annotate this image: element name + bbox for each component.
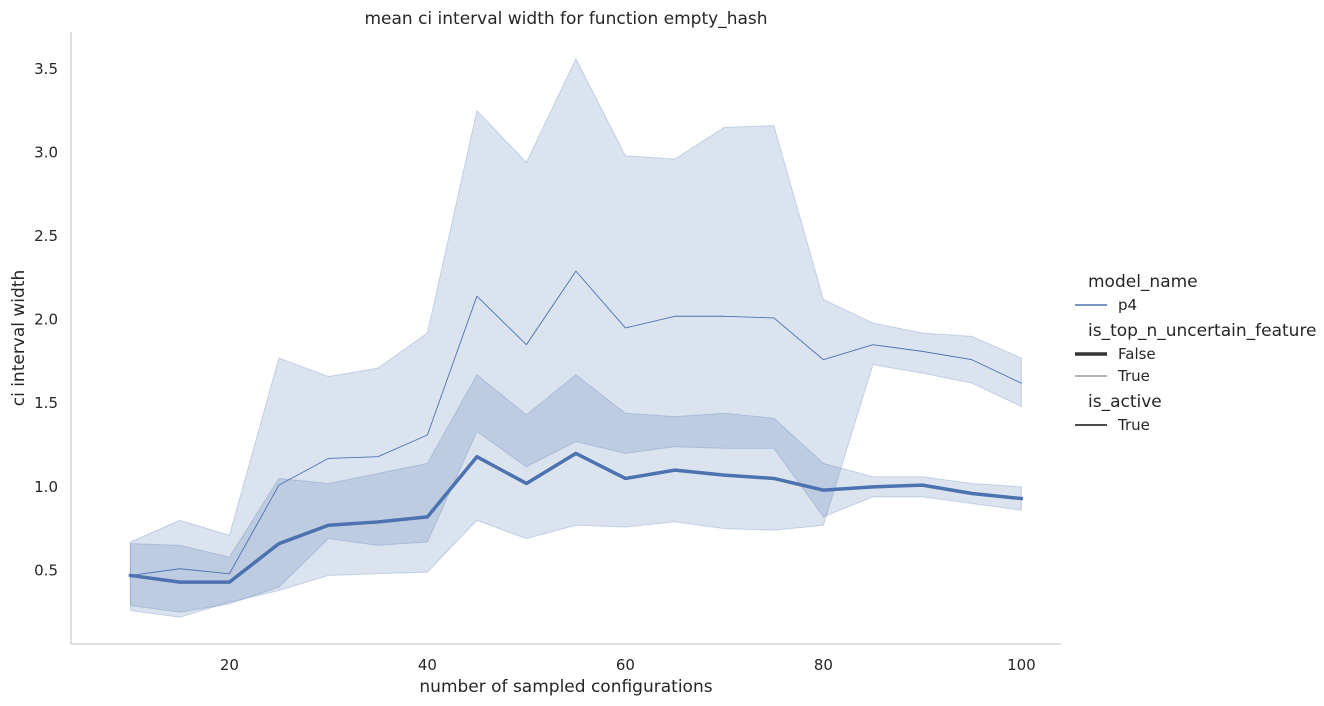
chart-title: mean ci interval width for function empt… — [364, 9, 767, 29]
series-line-true — [129, 270, 1022, 576]
x-tick-label: 60 — [616, 656, 635, 674]
x-tick-label: 40 — [418, 656, 437, 674]
legend-title-model-name: model_name — [1088, 272, 1198, 292]
y-tick-label: 3.5 — [34, 60, 58, 78]
y-tick-label: 2.5 — [34, 227, 58, 245]
y-tick-label: 1.0 — [34, 478, 58, 496]
y-tick-label: 1.5 — [34, 394, 58, 412]
legend: model_name p4 is_top_n_uncertain_feature… — [1075, 272, 1317, 434]
x-tick-label: 20 — [220, 656, 239, 674]
x-ticks: 20 40 60 80 100 — [220, 656, 1036, 674]
x-tick-label: 80 — [814, 656, 833, 674]
legend-label-true: True — [1117, 367, 1150, 385]
y-tick-label: 0.5 — [34, 561, 58, 579]
legend-label-false: False — [1118, 345, 1156, 363]
ci-band-false — [129, 374, 1022, 613]
ci-band-true — [129, 57, 1022, 618]
y-axis-label: ci interval width — [9, 270, 29, 407]
confidence-bands — [129, 57, 1022, 618]
series-line-false — [128, 451, 1024, 584]
legend-title-top-n: is_top_n_uncertain_feature — [1088, 321, 1317, 341]
legend-title-is-active: is_active — [1088, 392, 1162, 412]
legend-label-p4: p4 — [1118, 296, 1137, 314]
y-tick-label: 3.0 — [34, 143, 58, 161]
x-tick-label: 100 — [1007, 656, 1036, 674]
x-axis-label: number of sampled configurations — [419, 677, 712, 697]
y-tick-label: 2.0 — [34, 311, 58, 329]
series-lines — [128, 270, 1024, 584]
legend-label-active-true: True — [1117, 416, 1150, 434]
y-ticks: 0.5 1.0 1.5 2.0 2.5 3.0 3.5 — [34, 60, 58, 580]
